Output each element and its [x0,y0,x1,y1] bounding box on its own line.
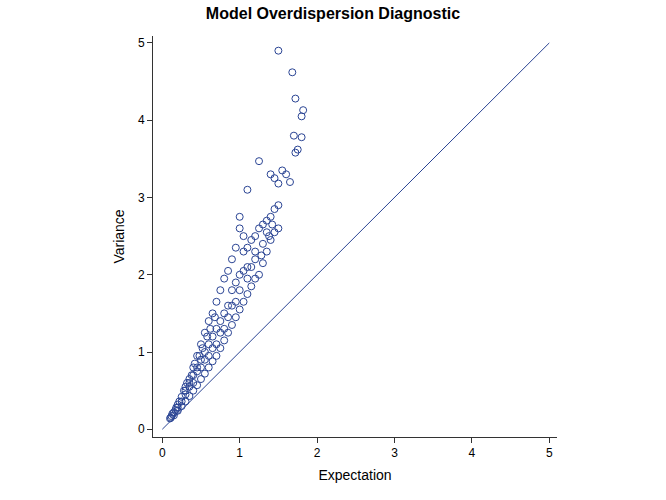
svg-text:3: 3 [138,191,145,205]
svg-text:4: 4 [469,446,476,460]
svg-text:Expectation: Expectation [318,467,391,483]
svg-text:2: 2 [138,268,145,282]
svg-text:3: 3 [391,446,398,460]
svg-text:2: 2 [314,446,321,460]
svg-text:4: 4 [138,113,145,127]
svg-text:0: 0 [159,446,166,460]
svg-text:1: 1 [138,345,145,359]
svg-text:1: 1 [236,446,243,460]
svg-text:5: 5 [546,446,553,460]
svg-text:0: 0 [138,422,145,436]
svg-text:Variance: Variance [111,209,127,263]
svg-text:5: 5 [138,36,145,50]
svg-text:Model Overdispersion Diagnosti: Model Overdispersion Diagnostic [206,5,460,22]
